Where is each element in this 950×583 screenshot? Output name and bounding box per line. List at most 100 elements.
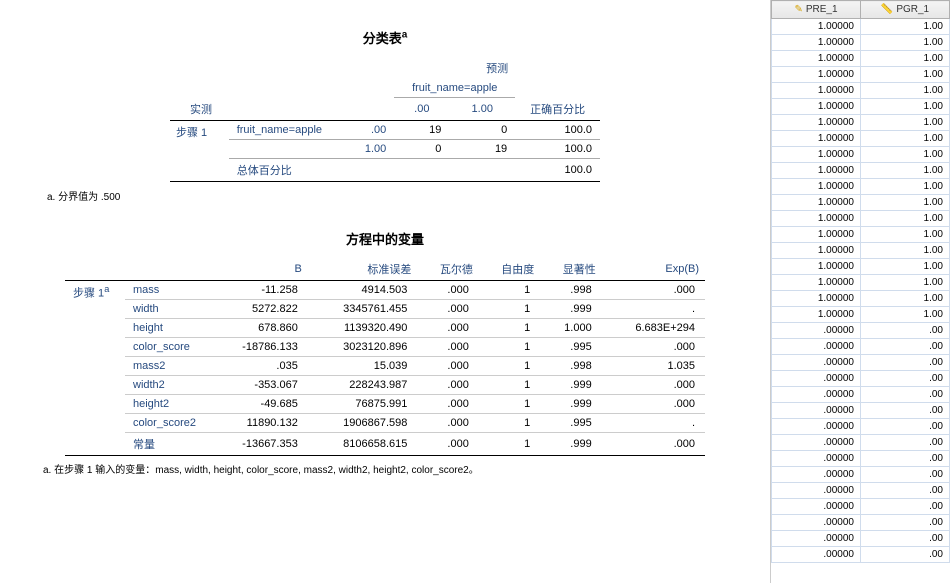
grid-row[interactable]: .00000.00 [772, 515, 950, 531]
grid-cell[interactable]: 1.00000 [772, 179, 861, 195]
grid-cell[interactable]: 1.00000 [772, 291, 861, 307]
grid-row[interactable]: 1.000001.00 [772, 211, 950, 227]
grid-cell[interactable]: .00000 [772, 435, 861, 451]
grid-row[interactable]: 1.000001.00 [772, 243, 950, 259]
grid-cell[interactable]: .00000 [772, 371, 861, 387]
grid-cell[interactable]: .00 [861, 499, 950, 515]
grid-cell[interactable]: 1.00 [861, 115, 950, 131]
grid-row[interactable]: 1.000001.00 [772, 195, 950, 211]
grid-cell[interactable]: .00 [861, 531, 950, 547]
grid-cell[interactable]: 1.00 [861, 227, 950, 243]
grid-row[interactable]: 1.000001.00 [772, 83, 950, 99]
grid-cell[interactable]: 1.00 [861, 275, 950, 291]
grid-cell[interactable]: .00 [861, 371, 950, 387]
grid-col-pre1[interactable]: ✎PRE_1 [772, 1, 861, 19]
grid-row[interactable]: 1.000001.00 [772, 99, 950, 115]
grid-row[interactable]: 1.000001.00 [772, 307, 950, 323]
grid-cell[interactable]: .00 [861, 355, 950, 371]
grid-cell[interactable]: .00000 [772, 515, 861, 531]
grid-cell[interactable]: .00000 [772, 531, 861, 547]
grid-cell[interactable]: 1.00000 [772, 275, 861, 291]
grid-row[interactable]: .00000.00 [772, 531, 950, 547]
grid-cell[interactable]: .00 [861, 339, 950, 355]
grid-cell[interactable]: 1.00000 [772, 19, 861, 35]
grid-cell[interactable]: 1.00 [861, 83, 950, 99]
grid-cell[interactable]: .00 [861, 515, 950, 531]
grid-cell[interactable]: 1.00000 [772, 51, 861, 67]
grid-cell[interactable]: 1.00 [861, 259, 950, 275]
grid-cell[interactable]: .00 [861, 435, 950, 451]
data-grid[interactable]: ✎PRE_1 📏PGR_1 1.000001.001.000001.001.00… [771, 0, 950, 563]
grid-cell[interactable]: 1.00000 [772, 243, 861, 259]
grid-col-pgr1[interactable]: 📏PGR_1 [861, 1, 950, 19]
grid-cell[interactable]: .00000 [772, 451, 861, 467]
grid-row[interactable]: 1.000001.00 [772, 131, 950, 147]
grid-cell[interactable]: 1.00000 [772, 211, 861, 227]
grid-cell[interactable]: 1.00000 [772, 227, 861, 243]
grid-row[interactable]: .00000.00 [772, 355, 950, 371]
grid-cell[interactable]: 1.00 [861, 51, 950, 67]
grid-cell[interactable]: 1.00000 [772, 195, 861, 211]
grid-cell[interactable]: 1.00 [861, 35, 950, 51]
grid-cell[interactable]: .00000 [772, 339, 861, 355]
grid-cell[interactable]: 1.00 [861, 19, 950, 35]
grid-cell[interactable]: 1.00000 [772, 259, 861, 275]
grid-row[interactable]: 1.000001.00 [772, 227, 950, 243]
grid-cell[interactable]: .00000 [772, 483, 861, 499]
grid-row[interactable]: .00000.00 [772, 451, 950, 467]
grid-row[interactable]: .00000.00 [772, 483, 950, 499]
grid-cell[interactable]: 1.00 [861, 179, 950, 195]
grid-cell[interactable]: .00 [861, 467, 950, 483]
grid-row[interactable]: .00000.00 [772, 403, 950, 419]
grid-cell[interactable]: 1.00000 [772, 163, 861, 179]
grid-row[interactable]: 1.000001.00 [772, 19, 950, 35]
grid-cell[interactable]: 1.00 [861, 307, 950, 323]
grid-row[interactable]: .00000.00 [772, 323, 950, 339]
grid-cell[interactable]: 1.00 [861, 99, 950, 115]
grid-cell[interactable]: 1.00 [861, 211, 950, 227]
grid-cell[interactable]: 1.00 [861, 163, 950, 179]
grid-cell[interactable]: .00 [861, 403, 950, 419]
grid-cell[interactable]: 1.00000 [772, 307, 861, 323]
grid-cell[interactable]: 1.00000 [772, 83, 861, 99]
grid-row[interactable]: 1.000001.00 [772, 163, 950, 179]
grid-cell[interactable]: .00000 [772, 387, 861, 403]
grid-row[interactable]: .00000.00 [772, 435, 950, 451]
grid-cell[interactable]: 1.00 [861, 147, 950, 163]
grid-row[interactable]: .00000.00 [772, 387, 950, 403]
grid-cell[interactable]: 1.00000 [772, 115, 861, 131]
grid-row[interactable]: .00000.00 [772, 419, 950, 435]
grid-cell[interactable]: .00000 [772, 467, 861, 483]
grid-cell[interactable]: .00 [861, 323, 950, 339]
grid-cell[interactable]: .00 [861, 451, 950, 467]
grid-cell[interactable]: 1.00000 [772, 35, 861, 51]
grid-cell[interactable]: .00 [861, 419, 950, 435]
grid-row[interactable]: 1.000001.00 [772, 51, 950, 67]
grid-cell[interactable]: .00 [861, 483, 950, 499]
grid-row[interactable]: 1.000001.00 [772, 147, 950, 163]
grid-cell[interactable]: .00000 [772, 499, 861, 515]
grid-row[interactable]: 1.000001.00 [772, 35, 950, 51]
grid-cell[interactable]: 1.00 [861, 195, 950, 211]
grid-cell[interactable]: 1.00 [861, 291, 950, 307]
grid-cell[interactable]: 1.00 [861, 131, 950, 147]
grid-cell[interactable]: .00000 [772, 547, 861, 563]
grid-row[interactable]: 1.000001.00 [772, 115, 950, 131]
grid-row[interactable]: .00000.00 [772, 547, 950, 563]
grid-cell[interactable]: 1.00000 [772, 131, 861, 147]
grid-cell[interactable]: 1.00000 [772, 67, 861, 83]
grid-row[interactable]: 1.000001.00 [772, 275, 950, 291]
grid-cell[interactable]: .00000 [772, 403, 861, 419]
grid-cell[interactable]: .00 [861, 387, 950, 403]
grid-cell[interactable]: .00000 [772, 419, 861, 435]
grid-row[interactable]: 1.000001.00 [772, 291, 950, 307]
grid-row[interactable]: 1.000001.00 [772, 179, 950, 195]
grid-row[interactable]: .00000.00 [772, 467, 950, 483]
grid-row[interactable]: .00000.00 [772, 371, 950, 387]
grid-row[interactable]: 1.000001.00 [772, 259, 950, 275]
grid-cell[interactable]: .00 [861, 547, 950, 563]
grid-row[interactable]: .00000.00 [772, 499, 950, 515]
grid-row[interactable]: .00000.00 [772, 339, 950, 355]
grid-cell[interactable]: .00000 [772, 323, 861, 339]
grid-cell[interactable]: .00000 [772, 355, 861, 371]
